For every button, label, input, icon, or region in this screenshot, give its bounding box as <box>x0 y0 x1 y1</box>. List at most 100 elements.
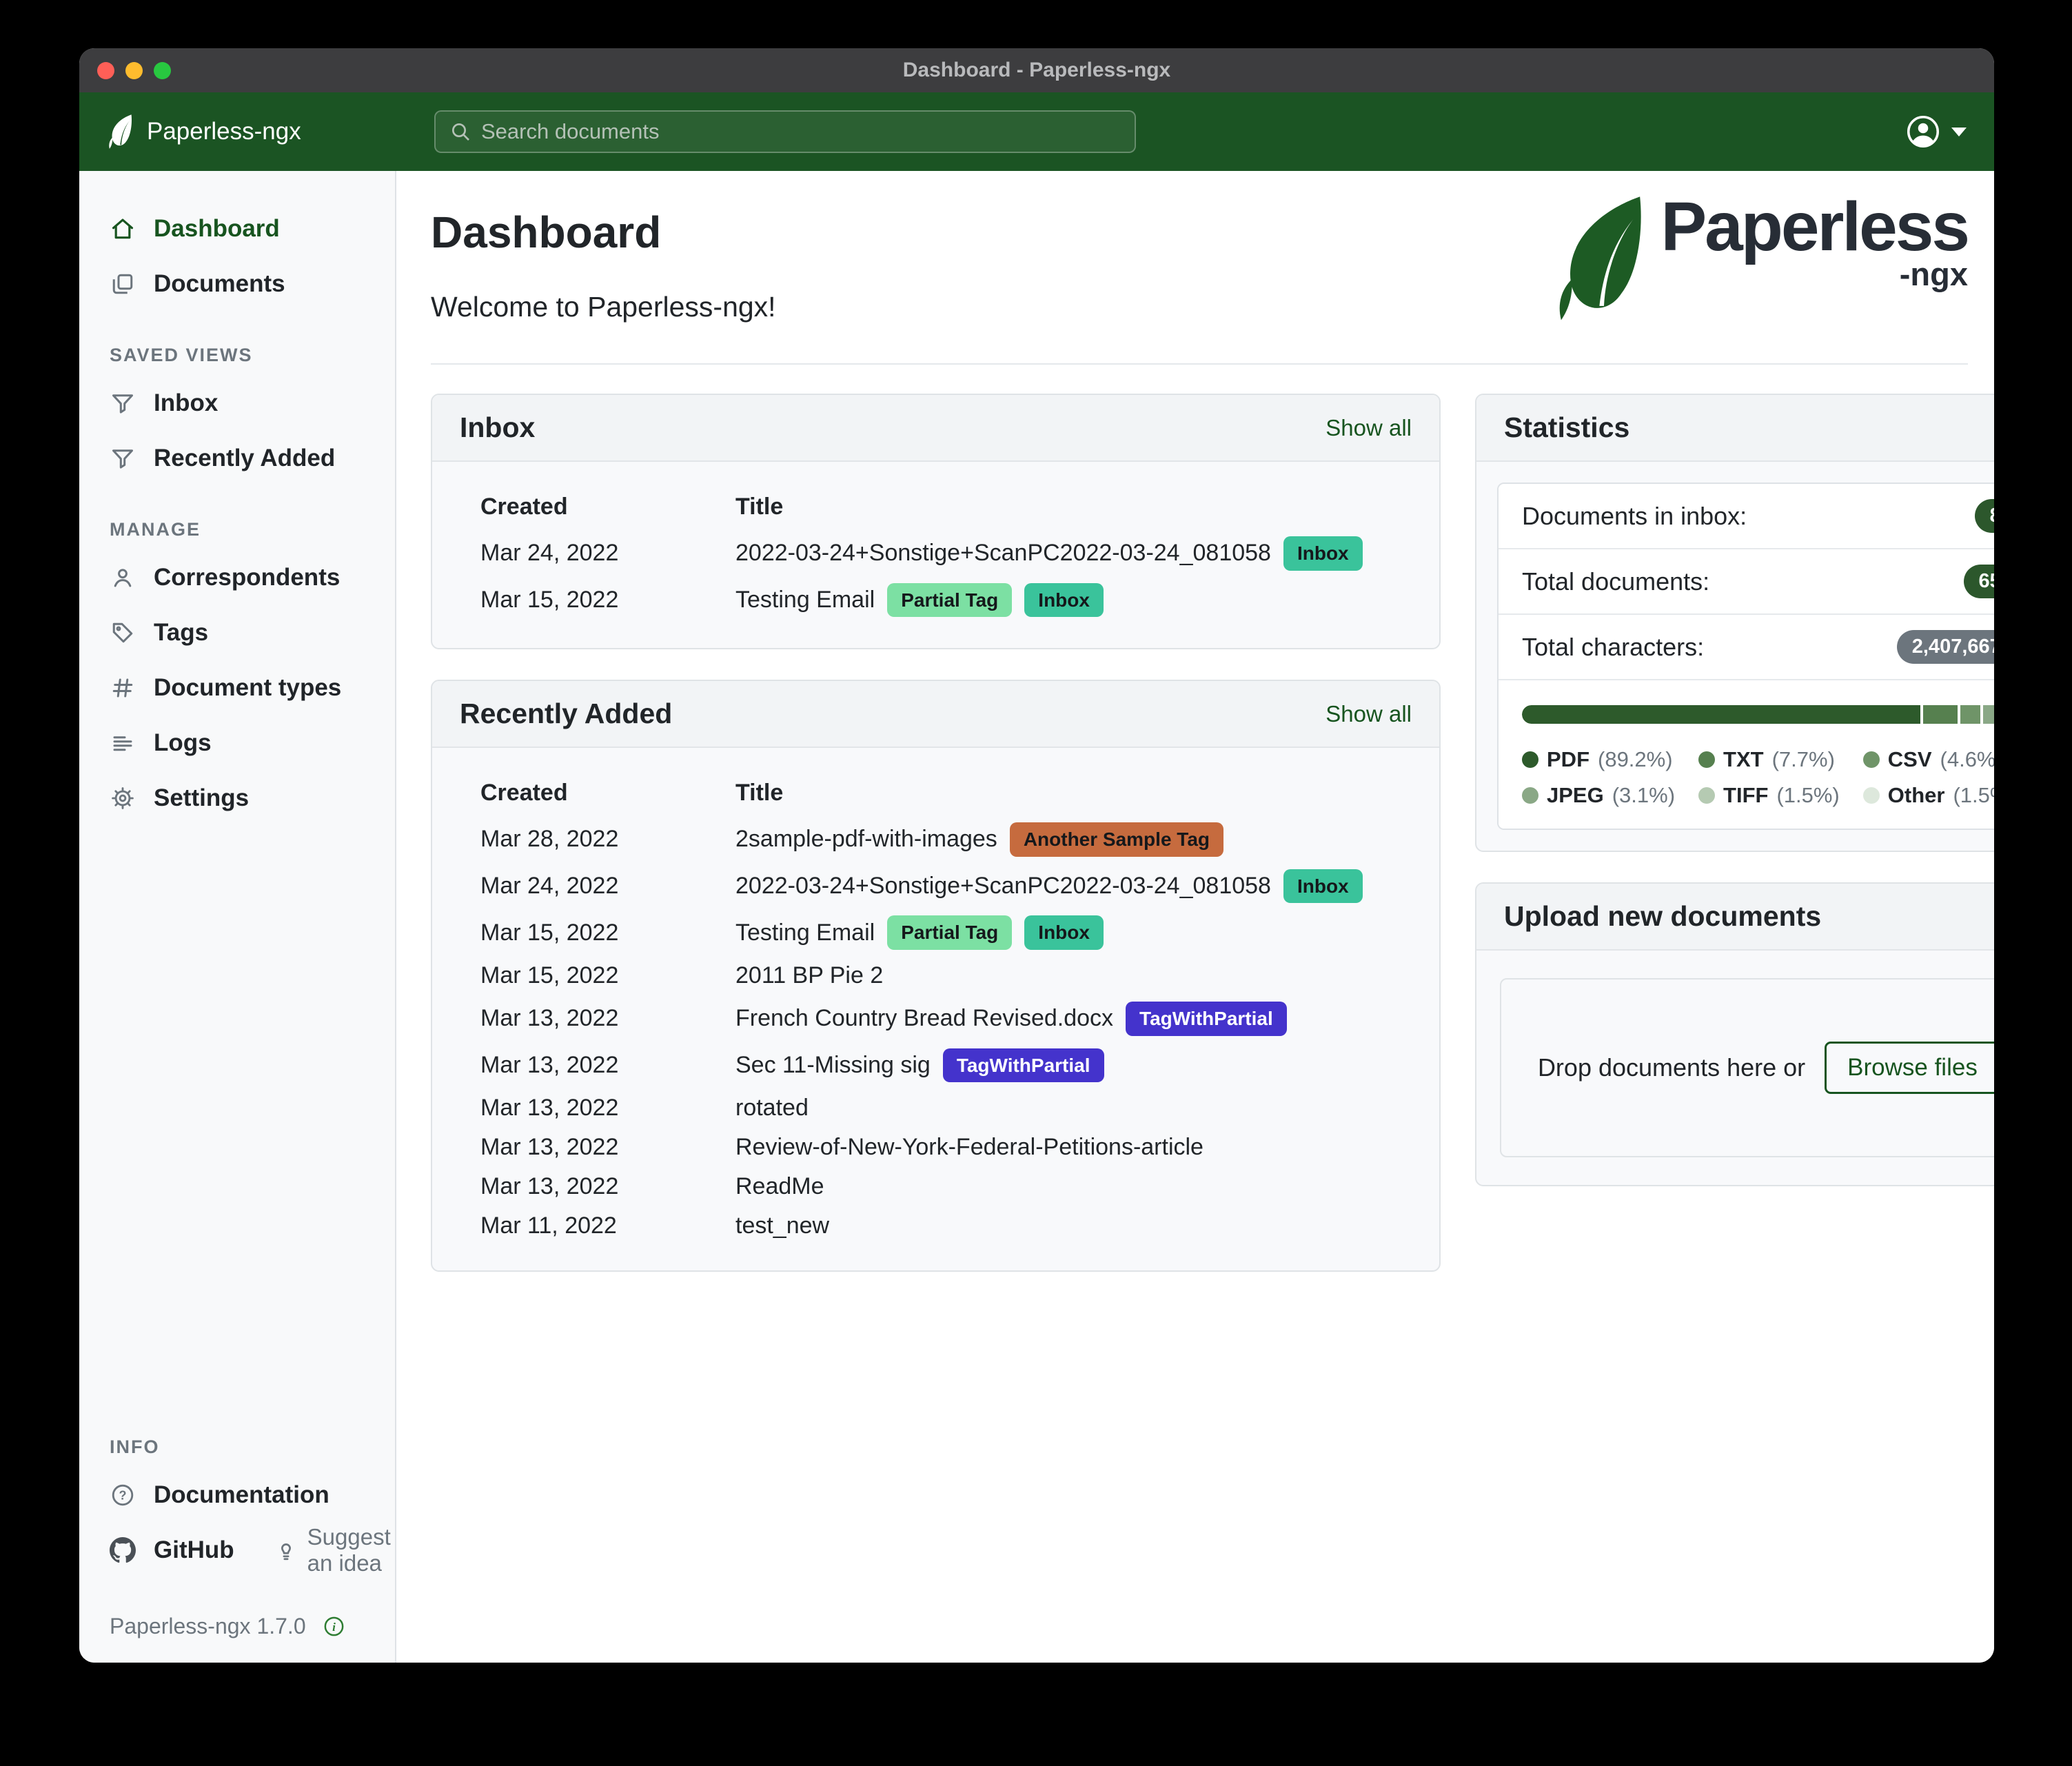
document-link[interactable]: Testing Email <box>735 919 875 946</box>
statistics-card: Statistics Documents in inbox: 8 Total doc… <box>1475 394 1994 852</box>
tag-badge[interactable]: TagWithPartial <box>942 1048 1104 1083</box>
legend-pct: (4.6%) <box>1940 747 1994 771</box>
app-window: Dashboard - Paperless-ngx Paperless-ngx <box>79 48 1994 1663</box>
sidebar-item-logs[interactable]: Logs <box>104 715 374 771</box>
brand-link[interactable]: Paperless-ngx <box>79 114 301 150</box>
sidebar-item-label: Logs <box>154 729 212 756</box>
document-link[interactable]: Testing Email <box>735 586 875 613</box>
sidebar-item-document-types[interactable]: Document types <box>104 660 374 715</box>
inbox-show-all-link[interactable]: Show all <box>1326 414 1412 440</box>
sidebar-item-github[interactable]: GitHub <box>104 1523 240 1578</box>
table-row: Mar 13, 2022 French Country Bread Revised… <box>480 995 1391 1042</box>
recently-added-card-header: Recently Added Show all <box>432 681 1439 749</box>
document-link[interactable]: 2022-03-24+Sonstige+ScanPC2022-03-24_081… <box>735 540 1271 567</box>
table-row: Mar 11, 2022 test_new <box>480 1206 1391 1246</box>
recently-added-table: Mar 28, 2022 2sample-pdf-with-images Anoth… <box>480 816 1391 1246</box>
lightbulb-icon <box>274 1539 298 1562</box>
title-cell: French Country Bread Revised.docx TagWith… <box>735 1001 1391 1036</box>
user-menu[interactable] <box>1906 114 1967 149</box>
created-cell: Mar 13, 2022 <box>480 1173 619 1200</box>
sidebar-item-label: Documents <box>154 270 285 297</box>
created-column-header: Created <box>480 494 568 520</box>
table-row: Mar 24, 2022 2022-03-24+Sonstige+ScanPC20… <box>480 530 1391 577</box>
sidebar-item-tags[interactable]: Tags <box>104 605 374 660</box>
file-type-chart: PDF (89.2%) TXT (7.7%) CSV (4.6%) JPEG (3.1%) TI… <box>1499 680 1994 829</box>
legend-item: Other (1.5%) <box>1862 783 1994 808</box>
legend-pct: (89.2%) <box>1598 747 1673 771</box>
info-circle-icon[interactable]: i <box>323 1615 345 1638</box>
file-type-legend: PDF (89.2%) TXT (7.7%) CSV (4.6%) JPEG (3.1%) TI… <box>1522 747 1994 808</box>
suggest-idea-link[interactable]: Suggest an idea <box>274 1524 391 1576</box>
legend-dot <box>1698 751 1716 768</box>
tag-badge[interactable]: Inbox <box>1024 915 1104 950</box>
created-cell: Mar 13, 2022 <box>480 1134 619 1161</box>
created-cell: Mar 13, 2022 <box>480 1051 619 1078</box>
sidebar-info-block: INFO ? Documentation <box>104 1437 391 1643</box>
tag-badge[interactable]: Another Sample Tag <box>1009 822 1223 857</box>
user-avatar-icon <box>1906 114 1940 149</box>
search-box[interactable] <box>434 110 1136 153</box>
drop-text: Drop documents here or <box>1537 1053 1806 1082</box>
table-header-row: Created Title <box>480 483 1391 530</box>
document-link[interactable]: ReadMe <box>735 1173 824 1200</box>
sidebar-item-recently-added[interactable]: Recently Added <box>104 431 374 486</box>
document-link[interactable]: 2sample-pdf-with-images <box>735 826 997 853</box>
sidebar-item-inbox[interactable]: Inbox <box>104 376 374 431</box>
title-cell: 2011 BP Pie 2 <box>735 962 1391 989</box>
inbox-table: Mar 24, 2022 2022-03-24+Sonstige+ScanPC20… <box>480 530 1391 623</box>
title-cell: Testing Email Partial Tag Inbox <box>735 582 1391 618</box>
window-close-button[interactable] <box>97 61 114 79</box>
sidebar-item-settings[interactable]: Settings <box>104 771 374 826</box>
sidebar-item-documentation[interactable]: ? Documentation <box>104 1468 374 1523</box>
recently-added-show-all-link[interactable]: Show all <box>1326 700 1412 727</box>
recently-added-card: Recently Added Show all Created Title Ma… <box>431 680 1441 1272</box>
title-cell: 2022-03-24+Sonstige+ScanPC2022-03-24_081… <box>735 869 1391 904</box>
tag-badge[interactable]: Inbox <box>1024 582 1104 618</box>
documents-icon <box>110 271 136 297</box>
document-link[interactable]: Review-of-New-York-Federal-Petitions-art… <box>735 1134 1203 1161</box>
stat-badge: 8 <box>1974 499 1994 533</box>
tag-badge[interactable]: Partial Tag <box>887 582 1013 618</box>
table-row: Mar 28, 2022 2sample-pdf-with-images Anoth… <box>480 816 1391 863</box>
main-content: Paperless -ngx Dashboard Welcome to Pape… <box>396 171 1994 1663</box>
bar-segment-txt <box>1922 705 1958 724</box>
stat-label: Total characters: <box>1522 632 1705 661</box>
tag-badge[interactable]: Inbox <box>1283 536 1363 571</box>
document-link[interactable]: rotated <box>735 1095 809 1121</box>
sidebar-item-label: GitHub <box>154 1536 234 1563</box>
bar-segment-pdf <box>1522 705 1920 724</box>
sidebar-item-correspondents[interactable]: Correspondents <box>104 550 374 605</box>
document-link[interactable]: 2011 BP Pie 2 <box>735 962 884 988</box>
upload-dropzone[interactable]: Drop documents here or Browse files <box>1500 978 1994 1157</box>
statistics-list: Documents in inbox:8Total documents:65To… <box>1497 483 1994 830</box>
created-cell: Mar 15, 2022 <box>480 962 619 988</box>
sidebar-item-label: Dashboard <box>154 215 280 242</box>
sidebar-item-dashboard[interactable]: Dashboard <box>104 201 374 256</box>
list-lines-icon <box>110 730 136 756</box>
created-cell: Mar 13, 2022 <box>480 1095 619 1121</box>
statistics-card-header: Statistics <box>1476 395 1994 462</box>
title-cell: ReadMe <box>735 1173 1391 1200</box>
created-cell: Mar 11, 2022 <box>480 1212 617 1239</box>
tag-badge[interactable]: TagWithPartial <box>1126 1001 1287 1036</box>
stat-badge: 65 <box>1963 565 1994 598</box>
document-link[interactable]: 2022-03-24+Sonstige+ScanPC2022-03-24_081… <box>735 873 1271 900</box>
window-zoom-button[interactable] <box>154 61 171 79</box>
window-minimize-button[interactable] <box>125 61 143 79</box>
stat-badge: 2,407,667 <box>1896 630 1994 664</box>
search-icon <box>449 121 471 143</box>
document-link[interactable]: French Country Bread Revised.docx <box>735 1005 1114 1032</box>
stat-label: Documents in inbox: <box>1522 501 1747 530</box>
legend-label: TIFF <box>1723 783 1769 807</box>
tag-badge[interactable]: Partial Tag <box>887 915 1013 950</box>
search-input[interactable] <box>481 119 1121 144</box>
browse-files-button[interactable]: Browse files <box>1825 1042 1994 1094</box>
window-titlebar[interactable]: Dashboard - Paperless-ngx <box>79 48 1994 92</box>
sidebar-item-label: Inbox <box>154 389 219 416</box>
sidebar-item-documents[interactable]: Documents <box>104 256 374 312</box>
legend-label: Other <box>1887 783 1945 807</box>
document-link[interactable]: test_new <box>735 1212 830 1239</box>
document-link[interactable]: Sec 11-Missing sig <box>735 1051 931 1078</box>
table-row: Mar 13, 2022 ReadMe <box>480 1167 1391 1206</box>
tag-badge[interactable]: Inbox <box>1283 869 1363 904</box>
